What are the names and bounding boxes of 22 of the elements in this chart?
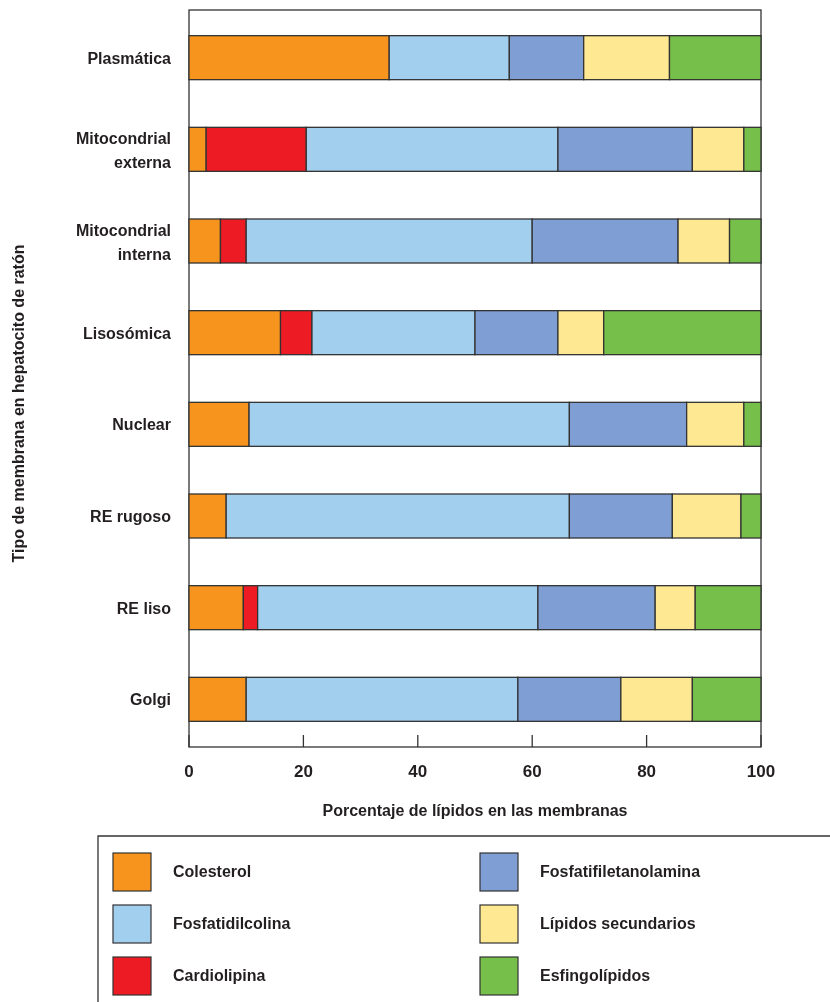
x-axis-title: Porcentaje de lípidos en las membranas (322, 802, 628, 819)
y-tick-label: Nuclear (112, 416, 171, 434)
y-tick-label: Plasmática (87, 49, 172, 67)
legend-label: Fosfatifiletanolamina (540, 863, 701, 880)
x-tick-label: 100 (746, 762, 776, 781)
x-tick-label: 0 (184, 762, 194, 781)
x-tick-label: 80 (637, 762, 657, 781)
x-tick-label: 60 (522, 762, 542, 781)
y-tick-label: Mitocondrial externa (75, 130, 172, 172)
y-tick-label: Golgi (130, 691, 171, 709)
legend-label: Cardiolipina (173, 967, 266, 984)
legend-label: Lípidos secundarios (540, 915, 696, 932)
x-tick-label: 20 (293, 762, 313, 781)
y-tick-label: RE liso (116, 599, 172, 617)
legend-label: Fosfatidilcolina (173, 915, 291, 932)
y-tick-label: Mitocondrial interna (75, 222, 172, 263)
legend-label: Esfingolípidos (540, 967, 651, 984)
x-tick-label: 40 (408, 762, 428, 781)
y-tick-label: Lisosómica (82, 324, 172, 342)
legend-label: Colesterol (173, 863, 252, 880)
y-axis-title: Tipo de membrana en hepatocito de ratón (10, 244, 27, 563)
y-tick-label: RE rugoso (90, 508, 172, 525)
